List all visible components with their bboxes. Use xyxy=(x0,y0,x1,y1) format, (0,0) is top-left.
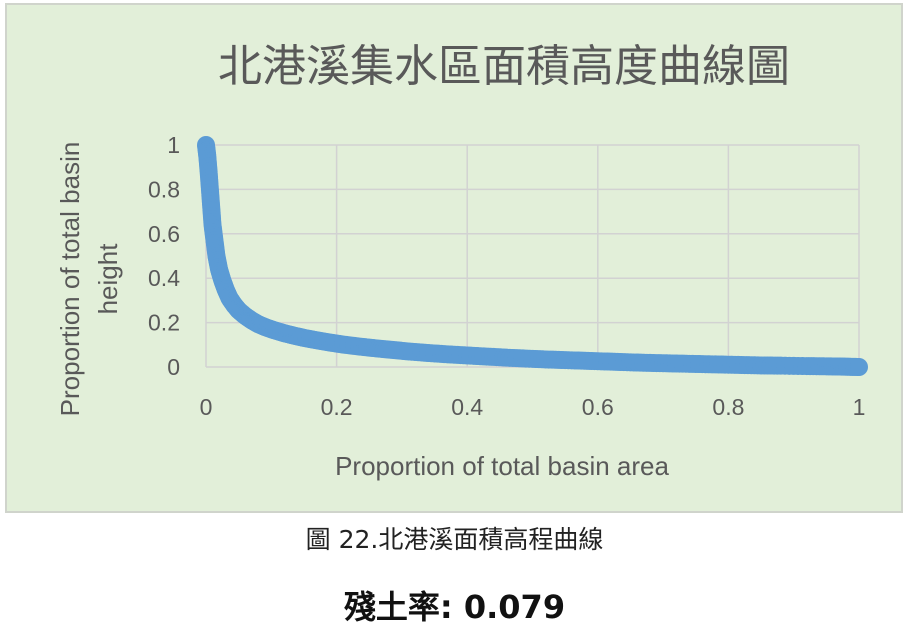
y-tick-label: 0.4 xyxy=(148,265,180,291)
y-tick-label: 1 xyxy=(167,132,180,158)
chart-title: 北港溪集水區面積高度曲線圖 xyxy=(218,41,790,92)
figure-caption: 圖 22.北港溪面積高程曲線 xyxy=(305,525,604,554)
residual-ratio: 殘土率: 0.079 xyxy=(0,582,909,628)
y-tick-label: 0.2 xyxy=(148,310,180,336)
y-tick-labels: 0 0.2 0.4 0.6 0.8 1 xyxy=(148,132,180,380)
data-points xyxy=(197,136,868,376)
y-tick-label: 0.6 xyxy=(148,221,180,247)
y-axis-title: Proportion of total basin height xyxy=(55,142,123,417)
x-tick-label: 0 xyxy=(200,394,213,420)
x-tick-label: 0.8 xyxy=(712,394,744,420)
x-axis-title: Proportion of total basin area xyxy=(335,451,669,481)
chart-area: 北港溪集水區面積高度曲線圖 0 0.2 0.4 0.6 0.8 1 0 0.2 0.4 0.6 0… xyxy=(5,3,903,513)
residual-ratio-label: 殘土率: xyxy=(343,588,453,626)
x-tick-label: 1 xyxy=(853,394,866,420)
chart-svg: 北港溪集水區面積高度曲線圖 0 0.2 0.4 0.6 0.8 1 00.20.40.60… xyxy=(55,41,868,481)
data-point xyxy=(850,358,868,376)
residual-ratio-value: 0.079 xyxy=(463,588,566,626)
y-tick-label: 0.8 xyxy=(148,176,180,202)
x-tick-label: 0.6 xyxy=(582,394,614,420)
gridlines xyxy=(205,144,860,368)
y-tick-label: 0 xyxy=(167,354,180,380)
x-tick-label: 0.2 xyxy=(321,394,353,420)
x-tick-labels: 0 0.2 0.4 0.6 0.8 1 xyxy=(200,394,866,420)
x-tick-label: 0.4 xyxy=(451,394,483,420)
